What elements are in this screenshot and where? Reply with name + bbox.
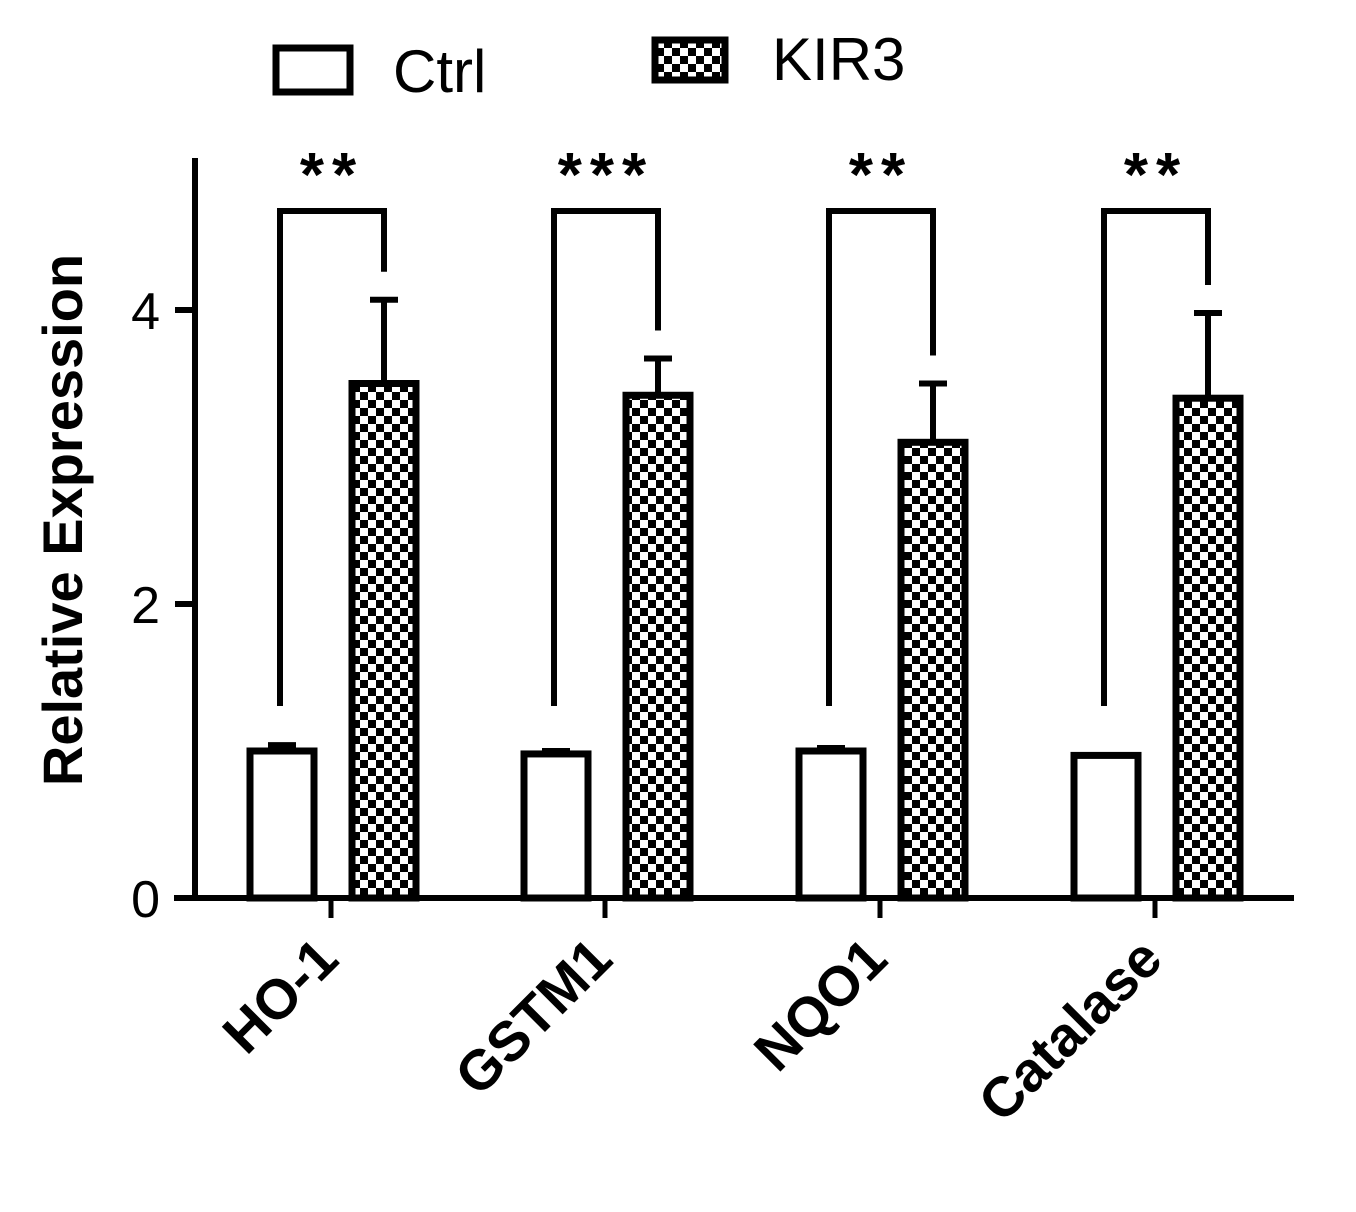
legend-label-ctrl: Ctrl [393,38,486,105]
legend-swatch-kir3 [651,36,729,84]
significance-label: ** [849,141,913,210]
x-tick-label: GSTM1 [443,926,624,1107]
bar-ctrl-catalase [1070,751,1142,902]
bar-ctrl-gstm1 [520,750,592,902]
x-tick-label: HO-1 [210,926,349,1065]
bar-ctrl-ho-1 [246,747,318,902]
significance-label: ** [1124,141,1188,210]
y-tick-label: 0 [131,871,160,929]
bar-kir3-gstm1 [622,391,694,902]
significance-bracket [826,208,936,706]
y-ticks: 0 2 4 [131,283,195,929]
y-axis-label: Relative Expression [31,254,94,786]
x-tick-label: Catalase [966,926,1173,1133]
legend-swatch-ctrl [272,44,354,96]
bar-kir3-ho-1 [348,380,420,902]
significance-bracket [1101,208,1211,706]
x-ticks: HO-1 GSTM1 NQO1 Catalase [210,898,1173,1133]
significance-label: *** [558,141,654,210]
significance-bracket [277,208,387,706]
legend-label-kir3: KIR3 [772,26,905,93]
bar-ctrl-nqo1 [795,747,867,902]
bars [246,296,1244,902]
x-tick-label: NQO1 [742,926,899,1083]
legend: Ctrl KIR3 [272,26,905,105]
significance-label: ** [300,141,364,210]
y-tick-label: 2 [131,577,160,635]
bar-kir3-catalase [1172,394,1244,902]
y-tick-label: 4 [131,283,160,341]
significance-annotations: ** *** ** ** [277,141,1211,706]
bar-kir3-nqo1 [897,438,969,902]
significance-bracket [551,208,661,706]
